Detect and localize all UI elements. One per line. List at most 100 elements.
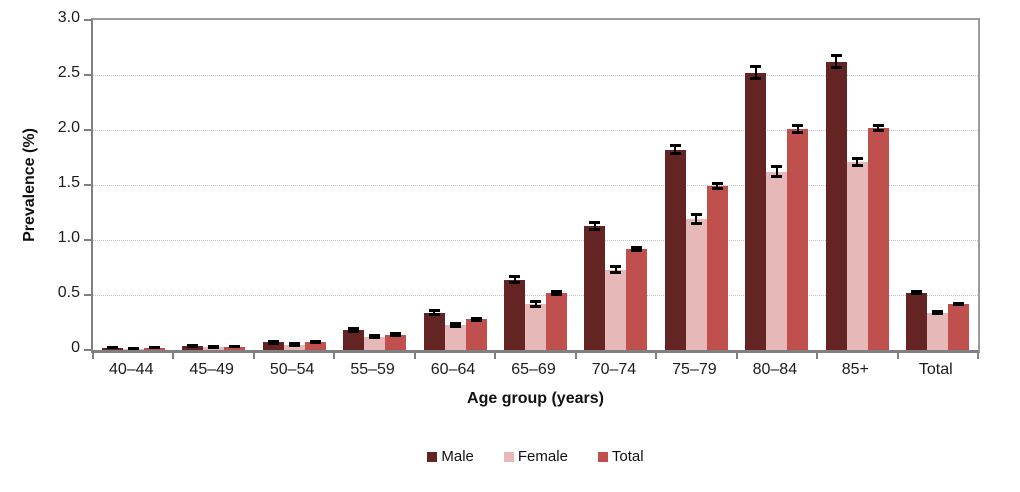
bar bbox=[605, 269, 627, 350]
x-axis-tick bbox=[655, 353, 658, 359]
error-bar-cap-bottom bbox=[711, 186, 723, 190]
gridline bbox=[93, 130, 978, 131]
bar bbox=[385, 334, 407, 350]
error-bar-cap-bottom bbox=[148, 346, 160, 350]
error-bar-cap-bottom bbox=[470, 318, 482, 322]
error-bar bbox=[614, 266, 617, 273]
error-bar-cap-bottom bbox=[551, 292, 562, 296]
y-tick-label: 2.5 bbox=[57, 64, 80, 81]
legend-label: Male bbox=[441, 448, 474, 465]
bar bbox=[584, 225, 606, 350]
error-bar-cap-bottom bbox=[127, 347, 139, 351]
bar bbox=[706, 186, 728, 350]
gridline bbox=[93, 295, 978, 296]
error-bar-cap-bottom bbox=[690, 222, 702, 226]
x-tick-label: 40–44 bbox=[108, 361, 154, 378]
error-bar-cap-bottom bbox=[953, 302, 965, 306]
error-bar-cap-top bbox=[589, 220, 601, 224]
error-bar-cap-bottom bbox=[792, 130, 804, 134]
error-bar-cap-top bbox=[369, 334, 381, 338]
bar bbox=[846, 161, 868, 350]
error-bar-cap-bottom bbox=[428, 313, 440, 317]
x-axis-tick bbox=[735, 353, 738, 359]
error-bar-cap-bottom bbox=[771, 175, 783, 179]
error-bar bbox=[716, 183, 719, 189]
x-axis-tick bbox=[816, 353, 819, 359]
error-bar-cap-bottom bbox=[589, 227, 601, 231]
y-axis-tick bbox=[84, 19, 91, 21]
bar bbox=[343, 330, 365, 350]
error-bar-cap-bottom bbox=[348, 330, 360, 334]
error-bar-cap-bottom bbox=[449, 324, 461, 328]
error-bar-cap-bottom bbox=[267, 341, 279, 345]
error-bar-cap-top bbox=[348, 327, 360, 331]
error-bar-cap-bottom bbox=[187, 344, 199, 348]
x-axis-tick bbox=[413, 353, 416, 359]
bar bbox=[787, 128, 809, 350]
bar bbox=[182, 345, 204, 350]
error-bar-cap-bottom bbox=[631, 249, 643, 252]
error-bar-cap-bottom bbox=[750, 77, 762, 81]
error-bar-cap-bottom bbox=[911, 292, 923, 296]
bar bbox=[626, 248, 648, 350]
x-axis-tick bbox=[977, 353, 979, 359]
legend: Male Female Total bbox=[91, 448, 980, 465]
bar bbox=[364, 336, 386, 350]
error-bar bbox=[695, 214, 698, 225]
x-tick-label: 75–79 bbox=[672, 361, 717, 378]
y-axis-tick bbox=[84, 74, 91, 76]
error-bar-cap-bottom bbox=[830, 66, 842, 70]
y-tick-label: 1.5 bbox=[57, 174, 80, 191]
error-bar-cap-top bbox=[551, 289, 562, 293]
x-axis-tick bbox=[172, 353, 175, 359]
y-axis-tick bbox=[84, 239, 91, 241]
error-bar-cap-top bbox=[792, 124, 804, 128]
gridline bbox=[93, 240, 978, 241]
x-axis-tick bbox=[333, 353, 336, 359]
y-axis-tick bbox=[84, 184, 91, 186]
error-bar bbox=[856, 157, 859, 167]
error-bar bbox=[513, 276, 516, 283]
bar bbox=[825, 61, 847, 350]
gridline bbox=[93, 75, 978, 76]
error-bar-cap-top bbox=[690, 213, 702, 217]
error-bar bbox=[593, 221, 596, 230]
bar bbox=[262, 342, 284, 350]
error-bar-cap-top bbox=[530, 300, 541, 304]
error-bar-cap-bottom bbox=[872, 129, 884, 133]
bar bbox=[664, 149, 686, 350]
bar bbox=[444, 324, 466, 350]
y-axis-tick bbox=[84, 349, 91, 351]
error-bar-cap-top bbox=[390, 332, 402, 336]
x-tick-label: 70–74 bbox=[591, 361, 637, 378]
error-bar-cap-top bbox=[669, 144, 681, 148]
x-tick-label: 45–49 bbox=[189, 361, 234, 378]
legend-label: Total bbox=[611, 448, 644, 465]
legend-item-female: Female bbox=[503, 448, 568, 465]
error-bar bbox=[775, 166, 778, 178]
bar bbox=[867, 127, 889, 350]
error-bar bbox=[534, 301, 537, 307]
error-bar-cap-top bbox=[610, 265, 622, 269]
error-bar-cap-top bbox=[911, 290, 923, 294]
bar bbox=[906, 292, 928, 350]
error-bar-cap-top bbox=[470, 316, 482, 320]
y-tick-label: 1.0 bbox=[57, 229, 80, 246]
legend-label: Female bbox=[517, 448, 568, 465]
error-bar bbox=[877, 124, 880, 132]
error-bar-cap-bottom bbox=[610, 271, 622, 274]
x-axis-tick bbox=[494, 353, 497, 359]
bar bbox=[766, 171, 788, 350]
y-tick-label: 3.0 bbox=[57, 9, 80, 26]
error-bar-cap-bottom bbox=[288, 343, 300, 347]
bar bbox=[465, 319, 487, 350]
x-axis-tick bbox=[574, 353, 577, 359]
error-bar bbox=[674, 145, 677, 155]
legend-item-male: Male bbox=[427, 448, 474, 465]
error-bar-cap-top bbox=[771, 165, 783, 169]
error-bar-cap-bottom bbox=[669, 152, 681, 156]
x-axis-tick bbox=[92, 353, 94, 359]
error-bar-cap-top bbox=[750, 65, 762, 69]
y-tick-label: 2.0 bbox=[57, 119, 80, 136]
error-bar-cap-bottom bbox=[309, 341, 321, 345]
